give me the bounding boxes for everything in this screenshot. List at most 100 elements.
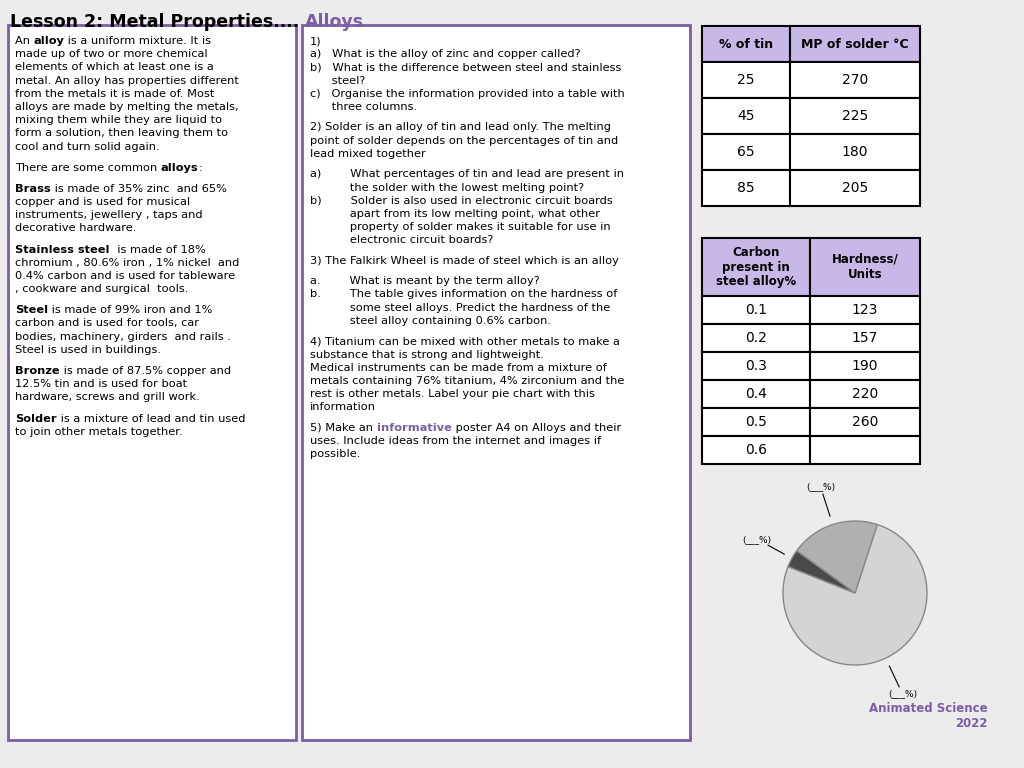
Wedge shape	[797, 521, 878, 593]
Text: mixing them while they are liquid to: mixing them while they are liquid to	[15, 115, 222, 125]
Text: the solder with the lowest melting point?: the solder with the lowest melting point…	[310, 183, 584, 193]
FancyBboxPatch shape	[702, 238, 810, 296]
Text: Lesson 2: Metal Properties....: Lesson 2: Metal Properties....	[10, 13, 305, 31]
Text: steel?: steel?	[310, 75, 366, 85]
Text: metals containing 76% titanium, 4% zirconium and the: metals containing 76% titanium, 4% zirco…	[310, 376, 625, 386]
Text: Alloys: Alloys	[305, 13, 365, 31]
Text: Hardness/
Units: Hardness/ Units	[831, 253, 898, 281]
FancyBboxPatch shape	[810, 436, 920, 464]
Text: 12.5% tin and is used for boat: 12.5% tin and is used for boat	[15, 379, 187, 389]
Text: to join other metals together.: to join other metals together.	[15, 427, 182, 437]
Text: elements of which at least one is a: elements of which at least one is a	[15, 62, 214, 72]
Text: 260: 260	[852, 415, 879, 429]
Text: is made of 18%: is made of 18%	[110, 244, 205, 254]
Text: point of solder depends on the percentages of tin and: point of solder depends on the percentag…	[310, 136, 618, 146]
Text: 0.3: 0.3	[745, 359, 767, 373]
FancyBboxPatch shape	[790, 170, 920, 206]
FancyBboxPatch shape	[790, 62, 920, 98]
Text: poster A4 on Alloys and their: poster A4 on Alloys and their	[452, 422, 621, 432]
Text: There are some common: There are some common	[15, 163, 161, 173]
Text: 180: 180	[842, 145, 868, 159]
FancyBboxPatch shape	[702, 352, 810, 380]
Text: some steel alloys. Predict the hardness of the: some steel alloys. Predict the hardness …	[310, 303, 610, 313]
Text: metal. An alloy has properties different: metal. An alloy has properties different	[15, 75, 239, 85]
Text: 205: 205	[842, 181, 868, 195]
Text: An: An	[15, 36, 34, 46]
FancyBboxPatch shape	[810, 352, 920, 380]
FancyBboxPatch shape	[302, 25, 690, 740]
Text: 270: 270	[842, 73, 868, 87]
Text: is a uniform mixture. It is: is a uniform mixture. It is	[65, 36, 212, 46]
Text: three columns.: three columns.	[310, 102, 417, 112]
FancyBboxPatch shape	[702, 26, 790, 62]
Text: Carbon
present in
steel alloy%: Carbon present in steel alloy%	[716, 246, 796, 289]
Text: alloys: alloys	[161, 163, 199, 173]
FancyBboxPatch shape	[702, 324, 810, 352]
Text: , cookware and surgical  tools.: , cookware and surgical tools.	[15, 284, 188, 294]
Text: b.        The table gives information on the hardness of: b. The table gives information on the ha…	[310, 290, 617, 300]
Text: 85: 85	[737, 181, 755, 195]
Text: information: information	[310, 402, 376, 412]
Text: a.        What is meant by the term alloy?: a. What is meant by the term alloy?	[310, 276, 540, 286]
Text: rest is other metals. Label your pie chart with this: rest is other metals. Label your pie cha…	[310, 389, 595, 399]
Text: 0.6: 0.6	[745, 443, 767, 457]
FancyBboxPatch shape	[810, 296, 920, 324]
Text: Medical instruments can be made from a mixture of: Medical instruments can be made from a m…	[310, 362, 607, 372]
Text: a)        What percentages of tin and lead are present in: a) What percentages of tin and lead are …	[310, 169, 624, 179]
Text: Brass: Brass	[15, 184, 50, 194]
FancyBboxPatch shape	[702, 134, 790, 170]
Text: 0.1: 0.1	[745, 303, 767, 317]
Text: 190: 190	[852, 359, 879, 373]
Wedge shape	[783, 525, 927, 665]
Text: made up of two or more chemical: made up of two or more chemical	[15, 49, 208, 59]
Text: Stainless steel: Stainless steel	[15, 244, 110, 254]
FancyBboxPatch shape	[702, 436, 810, 464]
FancyBboxPatch shape	[810, 324, 920, 352]
Text: bodies, machinery, girders  and rails .: bodies, machinery, girders and rails .	[15, 332, 230, 342]
Text: 5) Make an: 5) Make an	[310, 422, 377, 432]
FancyBboxPatch shape	[810, 380, 920, 408]
Text: form a solution, then leaving them to: form a solution, then leaving them to	[15, 128, 228, 138]
Text: Animated Science
2022: Animated Science 2022	[869, 702, 988, 730]
FancyBboxPatch shape	[810, 408, 920, 436]
Text: possible.: possible.	[310, 449, 360, 459]
Text: 0.4: 0.4	[745, 387, 767, 401]
Text: property of solder makes it suitable for use in: property of solder makes it suitable for…	[310, 222, 610, 232]
Text: lead mixed together: lead mixed together	[310, 149, 426, 159]
Text: alloys are made by melting the metals,: alloys are made by melting the metals,	[15, 102, 239, 112]
Text: 3) The Falkirk Wheel is made of steel which is an alloy: 3) The Falkirk Wheel is made of steel wh…	[310, 256, 618, 266]
Text: 0.5: 0.5	[745, 415, 767, 429]
FancyBboxPatch shape	[790, 26, 920, 62]
Text: uses. Include ideas from the internet and images if: uses. Include ideas from the internet an…	[310, 436, 601, 446]
Text: is made of 35% zinc  and 65%: is made of 35% zinc and 65%	[50, 184, 226, 194]
Text: MP of solder °C: MP of solder °C	[801, 38, 909, 51]
Text: (___%): (___%)	[806, 482, 836, 516]
Text: from the metals it is made of. Most: from the metals it is made of. Most	[15, 89, 214, 99]
Wedge shape	[788, 551, 855, 593]
Text: % of tin: % of tin	[719, 38, 773, 51]
Text: is made of 99% iron and 1%: is made of 99% iron and 1%	[48, 306, 213, 316]
FancyBboxPatch shape	[702, 408, 810, 436]
Text: 65: 65	[737, 145, 755, 159]
Text: 25: 25	[737, 73, 755, 87]
Text: 123: 123	[852, 303, 879, 317]
FancyBboxPatch shape	[790, 98, 920, 134]
Text: is a mixture of lead and tin used: is a mixture of lead and tin used	[56, 413, 245, 423]
FancyBboxPatch shape	[8, 25, 296, 740]
FancyBboxPatch shape	[702, 62, 790, 98]
Text: 0.2: 0.2	[745, 331, 767, 345]
Text: Steel is used in buildings.: Steel is used in buildings.	[15, 345, 161, 355]
Text: (___%): (___%)	[742, 535, 784, 554]
Text: copper and is used for musical: copper and is used for musical	[15, 197, 190, 207]
FancyBboxPatch shape	[702, 380, 810, 408]
Text: steel alloy containing 0.6% carbon.: steel alloy containing 0.6% carbon.	[310, 316, 551, 326]
Text: 1): 1)	[310, 36, 322, 46]
Text: apart from its low melting point, what other: apart from its low melting point, what o…	[310, 209, 600, 219]
Text: carbon and is used for tools, car: carbon and is used for tools, car	[15, 319, 199, 329]
FancyBboxPatch shape	[702, 98, 790, 134]
Text: electronic circuit boards?: electronic circuit boards?	[310, 235, 494, 245]
Text: 45: 45	[737, 109, 755, 123]
Text: b)   What is the difference between steel and stainless: b) What is the difference between steel …	[310, 62, 622, 72]
Text: informative: informative	[377, 422, 452, 432]
Text: 157: 157	[852, 331, 879, 345]
